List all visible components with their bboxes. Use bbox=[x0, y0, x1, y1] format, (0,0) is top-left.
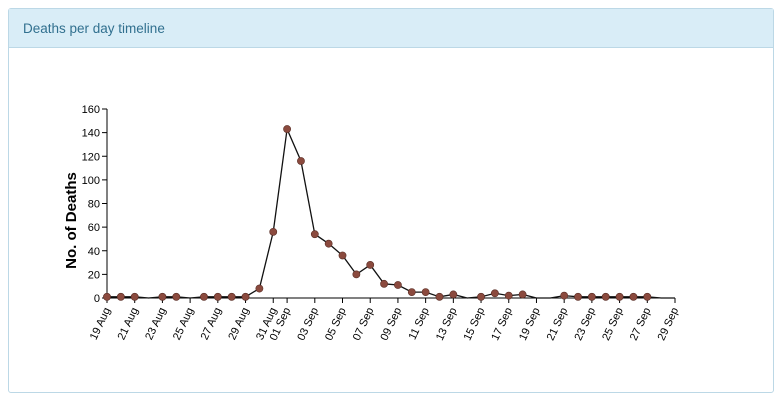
data-point bbox=[227, 292, 236, 301]
y-tick-label: 80 bbox=[88, 199, 100, 211]
data-point bbox=[324, 239, 333, 248]
data-point bbox=[574, 292, 582, 301]
x-tick-label: 25 Aug bbox=[171, 306, 196, 342]
data-point bbox=[601, 292, 610, 301]
x-tick-label: 15 Sep bbox=[462, 306, 488, 343]
data-point bbox=[394, 281, 402, 289]
x-tick-label: 17 Sep bbox=[489, 306, 515, 343]
data-point bbox=[560, 291, 569, 300]
y-tick-label: 40 bbox=[88, 246, 100, 258]
y-tick-label: 160 bbox=[82, 104, 100, 116]
data-point bbox=[504, 291, 513, 300]
x-tick-label: 21 Sep bbox=[545, 306, 571, 343]
data-point bbox=[338, 251, 347, 260]
data-point bbox=[103, 292, 111, 301]
data-point bbox=[116, 292, 125, 301]
data-point bbox=[491, 289, 499, 298]
data-point bbox=[587, 292, 596, 301]
y-tick-label: 140 bbox=[82, 128, 100, 140]
data-point bbox=[380, 279, 388, 288]
y-tick-label: 120 bbox=[82, 151, 100, 163]
data-point bbox=[477, 292, 485, 301]
data-point bbox=[518, 290, 527, 299]
data-point bbox=[643, 292, 652, 301]
data-point bbox=[158, 292, 167, 301]
data-point bbox=[615, 292, 624, 301]
data-point bbox=[297, 157, 305, 165]
series-line bbox=[107, 126, 675, 299]
data-point bbox=[200, 292, 208, 301]
x-tick-label: 23 Sep bbox=[572, 306, 598, 343]
data-point bbox=[407, 288, 416, 296]
data-point bbox=[255, 284, 264, 293]
data-point bbox=[130, 292, 139, 301]
x-tick-label: 19 Aug bbox=[88, 306, 113, 342]
x-tick-label: 09 Sep bbox=[379, 306, 405, 343]
panel-title: Deaths per day timeline bbox=[23, 20, 165, 36]
y-axis-title: No. of Deaths bbox=[63, 172, 80, 269]
x-tick-label: 13 Sep bbox=[434, 306, 460, 343]
x-tick-label: 19 Sep bbox=[517, 306, 543, 343]
x-tick-label: 23 Aug bbox=[143, 306, 168, 342]
x-tick-label: 07 Sep bbox=[351, 306, 377, 343]
y-tick-label: 20 bbox=[88, 269, 100, 281]
x-tick-label: 25 Sep bbox=[600, 306, 626, 343]
data-point bbox=[629, 292, 638, 301]
chart-plot-area bbox=[103, 125, 675, 301]
data-point bbox=[213, 292, 222, 301]
data-point bbox=[310, 230, 319, 239]
data-point bbox=[366, 261, 375, 269]
y-tick-label: 0 bbox=[94, 293, 100, 305]
x-tick-label: 27 Aug bbox=[199, 306, 224, 342]
x-tick-label: 21 Aug bbox=[116, 306, 141, 342]
x-tick-label: 29 Aug bbox=[226, 306, 251, 342]
data-point bbox=[241, 292, 250, 301]
data-point bbox=[421, 288, 430, 296]
x-tick-label: 27 Sep bbox=[628, 306, 654, 343]
chart-panel: Deaths per day timeline bbox=[8, 8, 774, 393]
x-tick-label: 03 Sep bbox=[295, 306, 321, 343]
data-point bbox=[352, 270, 361, 279]
data-point bbox=[435, 292, 444, 301]
data-point bbox=[172, 292, 181, 301]
x-tick-label: 29 Sep bbox=[656, 306, 682, 343]
y-tick-label: 100 bbox=[82, 175, 100, 187]
data-point bbox=[283, 125, 291, 133]
data-point bbox=[269, 227, 278, 236]
x-tick-label: 11 Sep bbox=[407, 306, 432, 342]
x-tick-label: 05 Sep bbox=[323, 306, 349, 343]
y-tick-label: 60 bbox=[88, 222, 100, 234]
panel-header: Deaths per day timeline bbox=[9, 9, 773, 48]
data-point bbox=[449, 290, 458, 299]
